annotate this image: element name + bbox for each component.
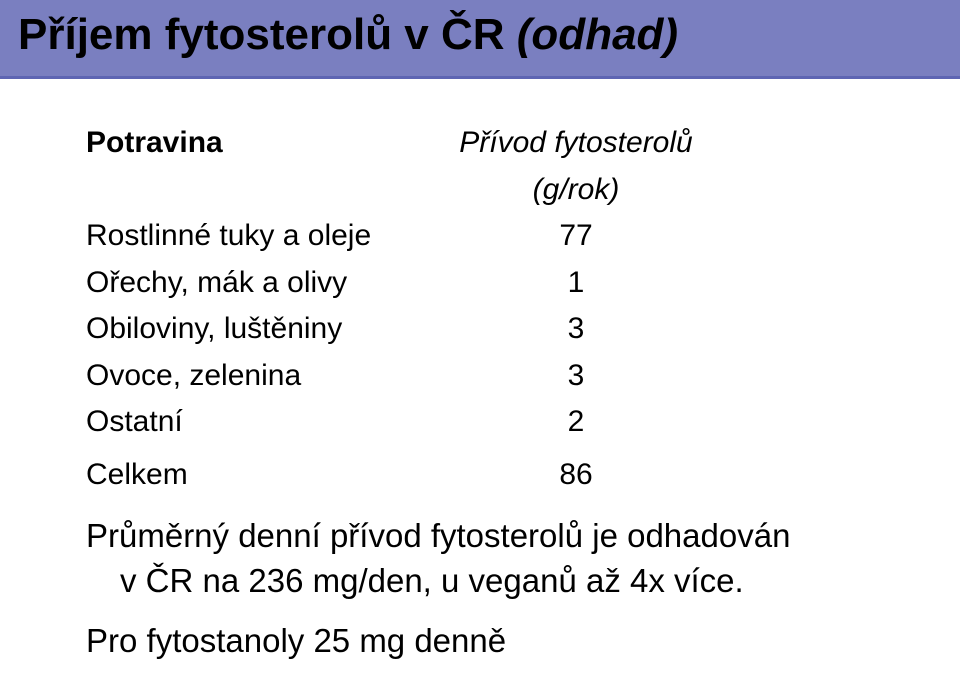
table-cell: 3 [446,353,706,400]
table-header-row: Potravina Přívod fytosterolů (g/rok) [86,120,900,213]
table-cell: 77 [446,213,706,260]
table-row: Obiloviny, luštěniny 3 [86,306,900,353]
table-cell: 2 [446,399,706,446]
title-part1: Příjem fytosterolů v ČR [18,10,517,59]
table-cell: Rostlinné tuky a oleje [86,213,446,260]
table-cell: Ovoce, zelenina [86,353,446,400]
note-phytostanols: Pro fytostanoly 25 mg denně [86,619,900,664]
title-part2-italic: (odhad) [517,10,678,59]
slide: Příjem fytosterolů v ČR (odhad) Potravin… [0,0,960,676]
table-row: Ovoce, zelenina 3 [86,353,900,400]
table-total-row: Celkem 86 [86,452,900,499]
title-bar: Příjem fytosterolů v ČR (odhad) [0,0,960,79]
table-row: Ostatní 2 [86,399,900,446]
table-row: Ořechy, mák a olivy 1 [86,260,900,307]
table-total-value: 86 [446,452,706,499]
note-average-intake: Průměrný denní přívod fytosterolů je odh… [86,514,900,603]
table-cell: 3 [446,306,706,353]
table-cell: Ostatní [86,399,446,446]
table-header-col1: Potravina [86,120,446,167]
table-cell: Obiloviny, luštěniny [86,306,446,353]
note-line: Průměrný denní přívod fytosterolů je odh… [86,514,900,559]
content-area: Potravina Přívod fytosterolů (g/rok) Ros… [86,120,900,664]
note-line-continuation: v ČR na 236 mg/den, u veganů až 4x více. [86,559,900,604]
table-cell: 1 [446,260,706,307]
table-cell: Ořechy, mák a olivy [86,260,446,307]
table-total-label: Celkem [86,452,446,499]
table-row: Rostlinné tuky a oleje 77 [86,213,900,260]
table-header-col2: Přívod fytosterolů (g/rok) [446,120,706,213]
intake-table: Potravina Přívod fytosterolů (g/rok) Ros… [86,120,900,498]
